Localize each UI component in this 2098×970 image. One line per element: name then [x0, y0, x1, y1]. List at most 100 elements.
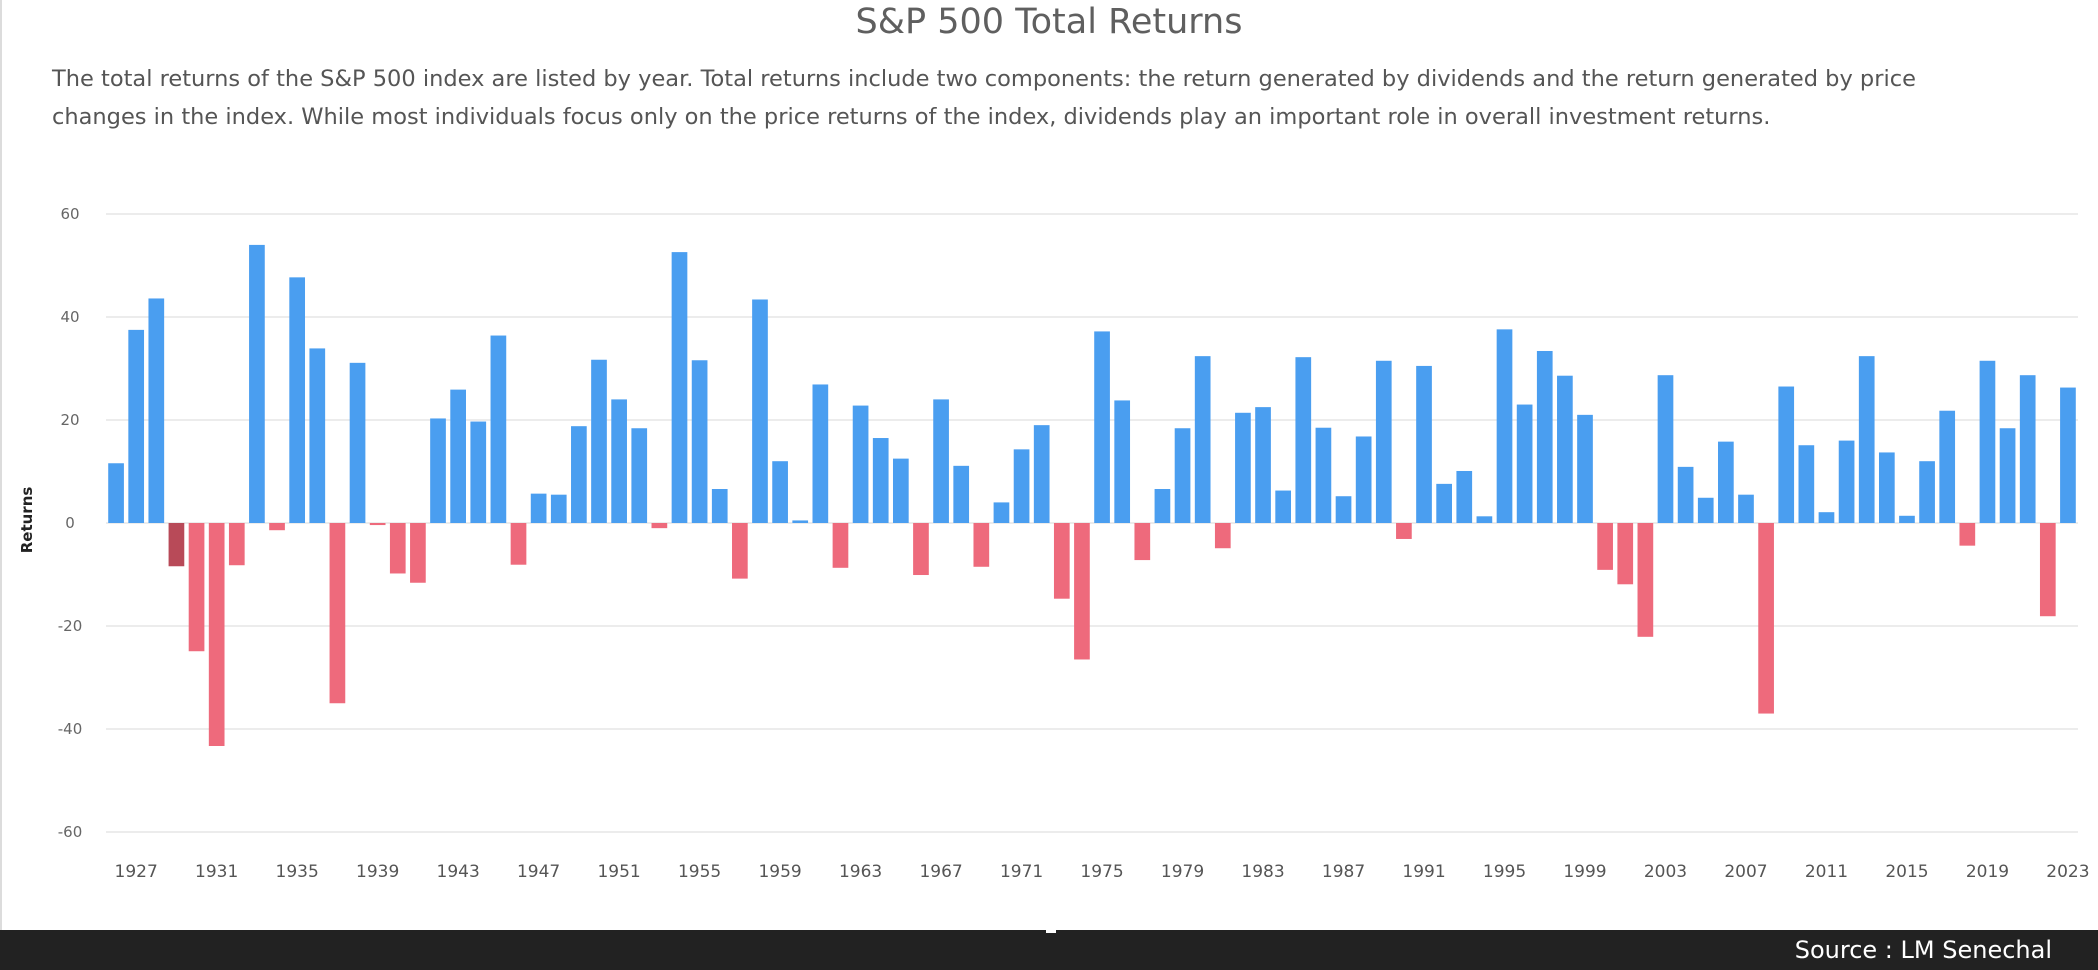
bar-1998[interactable] [1557, 375, 1573, 523]
bar-1989[interactable] [1375, 360, 1392, 523]
bar-2011[interactable] [1818, 512, 1835, 523]
bar-1990[interactable] [1396, 523, 1412, 539]
bar-1931[interactable] [208, 523, 225, 746]
bar-1966[interactable] [913, 523, 929, 576]
bar-1972[interactable] [1033, 425, 1050, 523]
bar-1995[interactable] [1496, 329, 1513, 523]
bar-1974[interactable] [1074, 523, 1090, 660]
bar-1970[interactable] [993, 502, 1010, 523]
bar-1929[interactable] [168, 523, 185, 567]
bar-1971[interactable] [1013, 449, 1030, 523]
bar-2013[interactable] [1858, 356, 1875, 523]
bar-2007[interactable] [1738, 494, 1754, 523]
bar-1933[interactable] [249, 244, 265, 523]
bar-2008[interactable] [1758, 523, 1774, 714]
bar-2005[interactable] [1697, 497, 1714, 523]
bar-1954[interactable] [671, 252, 688, 524]
bar-1980[interactable] [1194, 356, 1211, 523]
bar-1927[interactable] [128, 329, 145, 523]
bar-1947[interactable] [530, 493, 547, 523]
bar-1939[interactable] [369, 523, 386, 526]
bar-1996[interactable] [1516, 404, 1533, 523]
bars [108, 244, 2076, 746]
bar-1959[interactable] [772, 461, 788, 523]
bar-2020[interactable] [1999, 428, 2016, 523]
bar-2015[interactable] [1899, 515, 1915, 523]
bar-1999[interactable] [1577, 414, 1593, 523]
bar-1981[interactable] [1214, 523, 1231, 549]
bar-2009[interactable] [1778, 386, 1795, 523]
bar-2021[interactable] [2019, 375, 2036, 523]
bar-1941[interactable] [410, 523, 426, 583]
bar-2001[interactable] [1617, 523, 1634, 585]
bar-1987[interactable] [1335, 496, 1352, 523]
bar-1937[interactable] [329, 523, 346, 704]
bar-2004[interactable] [1677, 466, 1694, 523]
bar-1979[interactable] [1174, 428, 1191, 523]
bar-2012[interactable] [1838, 440, 1855, 523]
bar-1961[interactable] [812, 384, 829, 523]
bar-1977[interactable] [1134, 523, 1151, 561]
bar-1943[interactable] [450, 389, 466, 523]
bar-1968[interactable] [953, 465, 970, 523]
bar-1955[interactable] [691, 360, 708, 523]
bar-1948[interactable] [550, 494, 567, 523]
bar-1991[interactable] [1416, 365, 1432, 523]
bar-1928[interactable] [148, 298, 165, 523]
bar-1942[interactable] [430, 418, 446, 523]
bar-1982[interactable] [1235, 412, 1251, 523]
bar-1938[interactable] [349, 362, 366, 523]
bar-1963[interactable] [852, 405, 869, 523]
bar-1956[interactable] [711, 489, 728, 523]
bar-1958[interactable] [752, 299, 768, 523]
bar-1940[interactable] [389, 523, 406, 574]
bar-1988[interactable] [1355, 436, 1372, 523]
bar-1944[interactable] [470, 421, 487, 523]
bar-1936[interactable] [309, 348, 326, 523]
bar-1973[interactable] [1053, 523, 1070, 599]
bar-1997[interactable] [1536, 350, 1553, 523]
bar-1935[interactable] [289, 277, 306, 523]
bar-1985[interactable] [1295, 357, 1312, 523]
bar-2016[interactable] [1919, 461, 1935, 523]
bar-1984[interactable] [1275, 490, 1292, 523]
bar-2002[interactable] [1637, 523, 1654, 637]
bar-1949[interactable] [571, 426, 587, 523]
bar-2003[interactable] [1657, 375, 1674, 523]
bar-1965[interactable] [892, 458, 909, 523]
bar-1946[interactable] [510, 523, 527, 565]
bar-1976[interactable] [1114, 400, 1131, 523]
bar-2022[interactable] [2039, 523, 2056, 617]
bar-1957[interactable] [732, 523, 748, 579]
bar-1960[interactable] [792, 520, 809, 523]
bar-1951[interactable] [611, 399, 627, 523]
bar-1950[interactable] [591, 359, 607, 523]
bar-1986[interactable] [1315, 427, 1332, 523]
bar-2010[interactable] [1798, 445, 1815, 523]
bar-1978[interactable] [1154, 489, 1171, 523]
bar-2023[interactable] [2060, 387, 2076, 523]
bar-1983[interactable] [1255, 407, 1271, 523]
bar-1992[interactable] [1436, 483, 1452, 523]
bar-2019[interactable] [1979, 360, 1996, 523]
bar-1962[interactable] [832, 523, 849, 568]
bar-1953[interactable] [651, 523, 668, 529]
bar-2018[interactable] [1959, 523, 1976, 546]
bar-1945[interactable] [490, 335, 507, 523]
bar-1934[interactable] [269, 523, 285, 531]
bar-1926[interactable] [108, 463, 124, 523]
x-tick-label: 1947 [517, 862, 560, 882]
bar-1930[interactable] [188, 523, 205, 652]
bar-1964[interactable] [872, 438, 889, 523]
bar-2006[interactable] [1718, 441, 1734, 523]
bar-1967[interactable] [933, 399, 949, 523]
bar-2014[interactable] [1878, 452, 1895, 523]
bar-1993[interactable] [1456, 470, 1473, 523]
bar-1952[interactable] [631, 428, 648, 523]
bar-1969[interactable] [973, 523, 990, 567]
bar-2000[interactable] [1597, 523, 1613, 570]
bar-1975[interactable] [1094, 331, 1110, 523]
bar-1932[interactable] [228, 523, 245, 566]
bar-2017[interactable] [1939, 410, 1956, 523]
bar-1994[interactable] [1476, 516, 1493, 523]
